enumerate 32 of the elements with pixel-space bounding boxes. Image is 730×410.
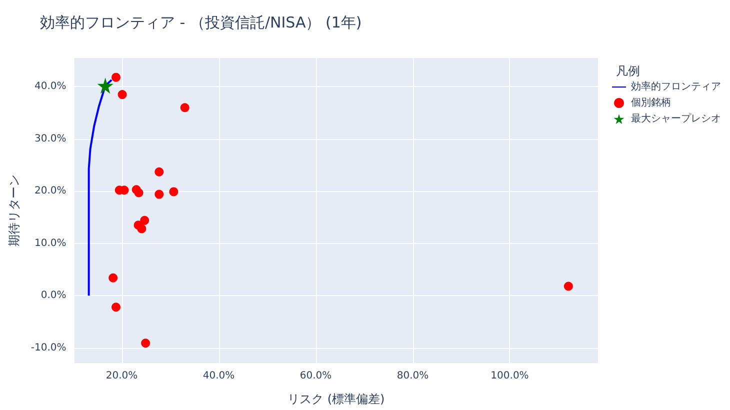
point [97,78,114,94]
point [169,187,178,196]
legend-label: 効率的フロンティア [631,80,721,92]
legend-label: 個別銘柄 [631,96,671,108]
y-tick-label: -10.0% [30,342,66,354]
point [154,190,164,199]
x-tick-label: 20.0% [106,370,138,382]
point [141,338,150,348]
x-tick-label: 80.0% [396,370,429,382]
chart-title: 効率的フロンティア - （投資信託/NISA） (1年) [40,14,362,32]
point [108,273,118,282]
y-tick-label: 40.0% [34,81,66,92]
point [154,167,164,176]
y-axis-title: 期待リターン [7,174,21,246]
point [111,72,120,82]
point [118,90,127,100]
point [137,224,146,234]
point [564,282,573,291]
point [111,302,120,312]
x-tick-label: 100.0% [490,370,529,382]
x-tick-label: 60.0% [300,370,332,382]
point [134,188,144,198]
y-tick-label: 20.0% [34,186,66,197]
legend-label: 最大シャープレシオ [631,112,721,124]
y-tick-label: 30.0% [34,133,66,144]
point [140,216,150,225]
y-tick-label: 0.0% [40,290,66,302]
y-tick-label: 10.0% [34,238,66,249]
point [180,103,190,112]
x-axis-title: リスク (標準偏差) [288,392,385,406]
legend-title: 凡例 [616,64,640,78]
x-tick-label: 40.0% [202,370,235,382]
